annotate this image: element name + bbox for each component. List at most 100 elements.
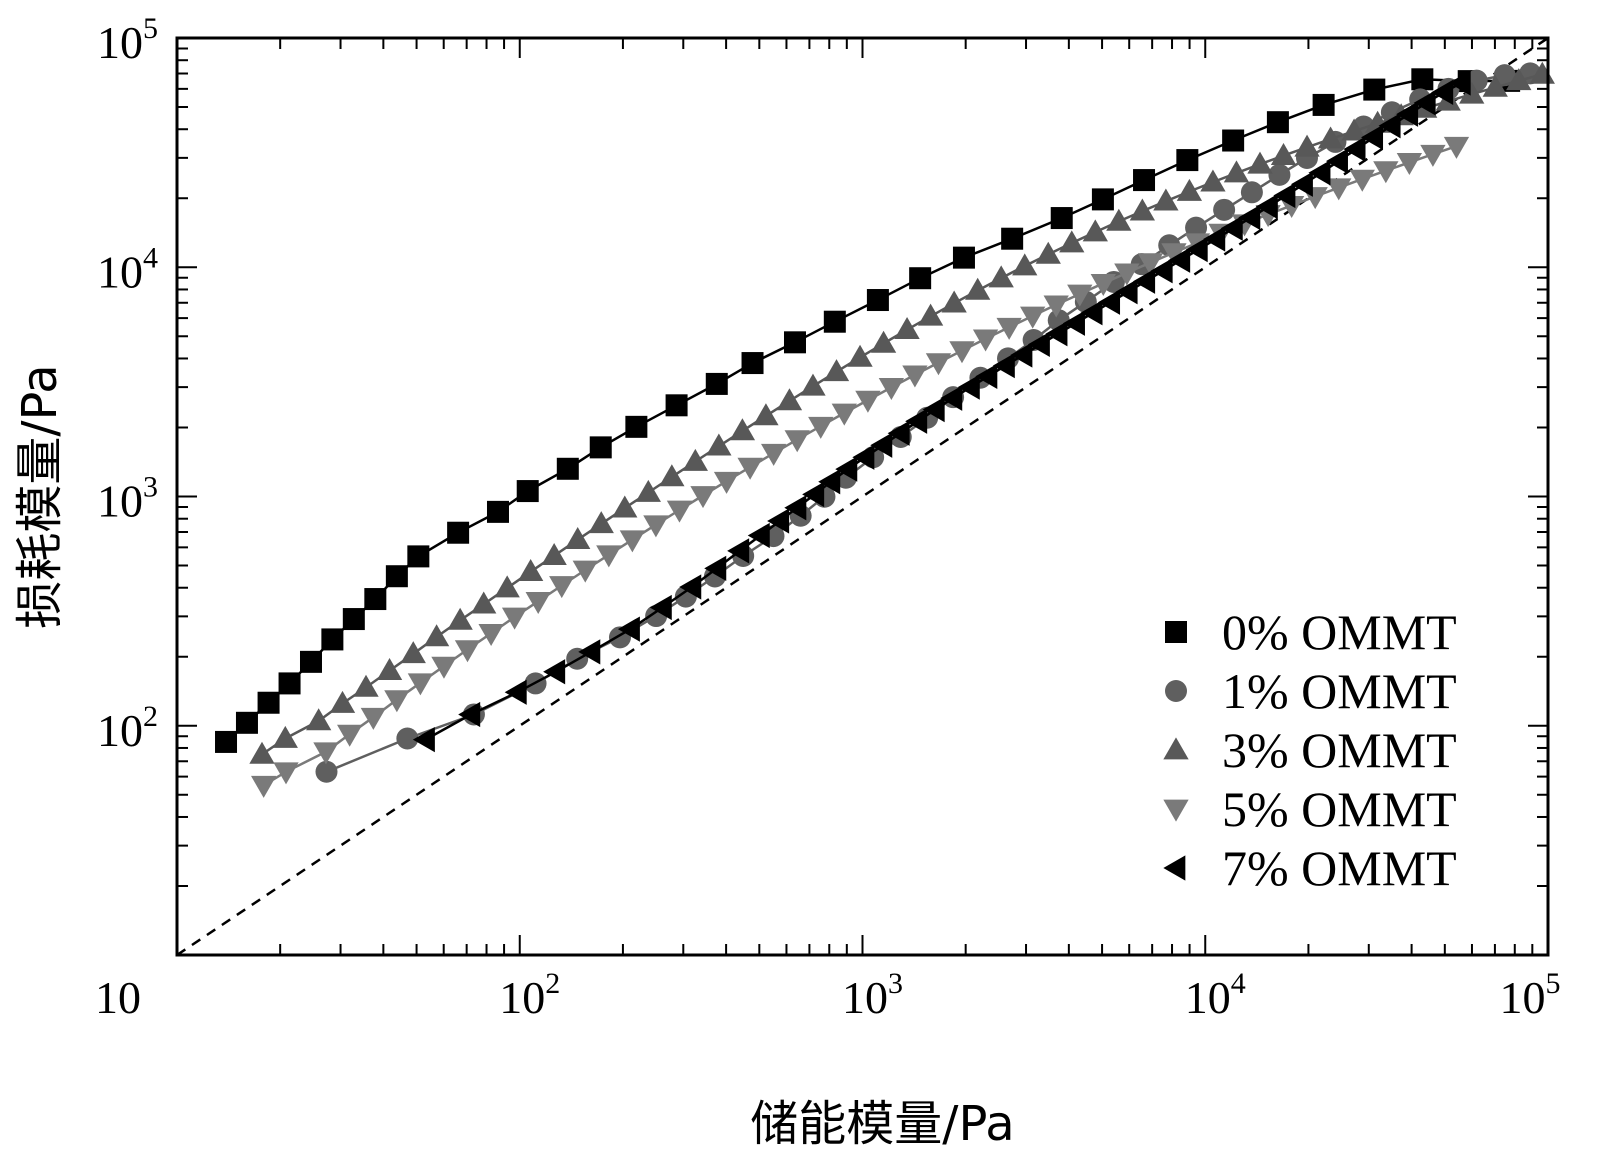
data-point: [802, 481, 825, 508]
data-point: [1161, 243, 1187, 266]
data-point: [407, 673, 434, 696]
data-point: [501, 607, 528, 630]
data-point: [1106, 208, 1132, 231]
data-point: [996, 317, 1022, 340]
data-point: [596, 545, 622, 568]
series-4: [412, 70, 1471, 753]
data-point: [1059, 230, 1085, 253]
data-point: [1176, 178, 1203, 201]
data-point: [1050, 207, 1073, 230]
data-point: [1200, 169, 1226, 192]
data-point: [1506, 68, 1532, 91]
data-point: [1115, 279, 1138, 305]
data-point: [659, 464, 685, 487]
data-point: [988, 265, 1014, 288]
data-point: [870, 330, 897, 353]
data-point: [957, 374, 980, 400]
data-point: [870, 432, 893, 458]
data-point: [1270, 142, 1297, 165]
data-point: [682, 448, 708, 471]
legend-marker: [1163, 737, 1189, 760]
data-point: [855, 390, 881, 413]
legend-label: 0% OMMT: [1222, 604, 1457, 660]
data-point: [1133, 268, 1156, 294]
data-point: [1238, 204, 1261, 231]
data-point: [1137, 253, 1164, 276]
data-point: [364, 588, 387, 611]
x-tick-label: 10: [95, 972, 141, 1023]
data-point: [922, 396, 945, 423]
x-tick-label: 104: [1185, 967, 1246, 1023]
data-point: [249, 741, 275, 764]
data-point: [1168, 247, 1191, 273]
data-point: [713, 471, 740, 494]
data-point: [1493, 64, 1516, 87]
data-point: [1020, 306, 1046, 329]
data-point: [431, 656, 457, 679]
data-point: [1150, 258, 1173, 284]
data-point: [454, 640, 481, 663]
data-point: [940, 385, 963, 411]
tick-labels: 10 102 103 104 105 102 103 104 105: [95, 12, 1561, 1023]
data-point: [831, 403, 857, 426]
data-point: [1090, 273, 1116, 296]
data-point: [625, 415, 648, 438]
data-point: [902, 365, 928, 388]
data-point: [1431, 79, 1454, 105]
data-point: [1067, 284, 1093, 307]
data-point: [1312, 93, 1335, 116]
data-point: [1035, 241, 1061, 264]
data-point: [1361, 124, 1384, 151]
data-point: [1213, 198, 1236, 221]
data-point: [1176, 149, 1199, 172]
data-point: [1268, 163, 1291, 186]
data-point: [321, 628, 344, 651]
data-point: [729, 418, 756, 441]
data-point: [808, 416, 834, 439]
data-point: [1062, 310, 1085, 336]
data-point: [478, 623, 504, 646]
data-point: [588, 511, 614, 534]
data-point: [1482, 74, 1508, 97]
y-tick-label: 103: [97, 471, 158, 527]
data-point: [760, 443, 787, 466]
data-point: [353, 674, 379, 697]
data-point: [823, 310, 846, 333]
data-point: [1448, 70, 1471, 96]
data-point: [949, 341, 975, 364]
data-point: [407, 545, 430, 568]
data-point: [337, 724, 363, 747]
data-point: [1043, 295, 1069, 318]
data-point: [965, 277, 991, 300]
data-point: [1153, 188, 1179, 211]
data-point: [666, 500, 693, 523]
data-point: [1326, 178, 1352, 201]
data-point: [1001, 227, 1024, 250]
data-point: [215, 730, 238, 753]
data-point: [1133, 169, 1156, 192]
data-point: [917, 303, 944, 326]
data-point: [866, 289, 889, 312]
data-point: [342, 608, 365, 631]
data-point: [1203, 226, 1226, 252]
data-point: [1349, 169, 1375, 192]
data-point: [741, 352, 764, 375]
data-point: [925, 353, 952, 376]
data-point: [887, 420, 910, 446]
data-point: [1223, 160, 1250, 183]
data-point: [257, 691, 280, 714]
data-point: [835, 456, 858, 482]
data-point: [1459, 81, 1485, 104]
data-point: [1420, 144, 1446, 167]
data-point: [578, 639, 601, 665]
data-point: [643, 515, 669, 538]
data-point: [525, 591, 551, 614]
series-group: [215, 61, 1555, 798]
data-point: [518, 559, 544, 582]
legend-label: 7% OMMT: [1222, 840, 1457, 896]
data-point: [385, 565, 408, 588]
data-point: [972, 329, 999, 352]
data-point: [565, 527, 591, 550]
data-point: [800, 373, 826, 396]
